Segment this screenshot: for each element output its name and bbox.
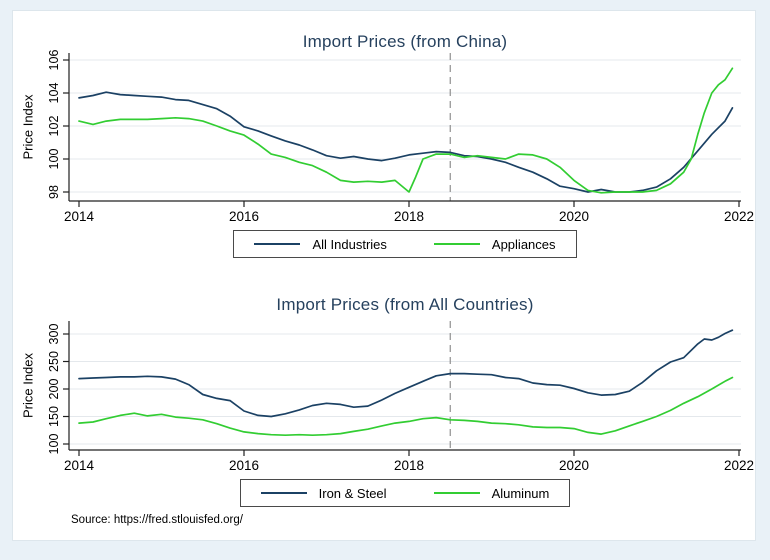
legend-entry-appliances: Appliances [433, 236, 556, 252]
series-line-all-industries [78, 91, 734, 193]
x-tick-label: 2022 [724, 209, 754, 224]
x-tick-label: 2018 [394, 209, 424, 224]
chart-figure-panel: Import Prices (from China) 98 100 102 104 10… [12, 10, 756, 541]
y-tick-label: 300 [47, 324, 61, 345]
legend-entry-iron-steel: Iron & Steel [260, 485, 387, 501]
y-tick-label: 106 [47, 50, 61, 71]
y-tick-label: 200 [47, 379, 61, 400]
x-tick-label: 2016 [229, 209, 259, 224]
x-tick-label: 2016 [229, 458, 259, 473]
bottom-chart-legend: Iron & Steel Aluminum [69, 479, 741, 507]
legend-line-sample-appliances [433, 243, 480, 245]
x-tick-label: 2014 [64, 458, 95, 473]
y-tick-label: 102 [47, 116, 61, 137]
top-chart-title: Import Prices (from China) [302, 32, 508, 51]
legend-box: Iron & Steel Aluminum [239, 479, 571, 507]
y-axis-title: Price Index [21, 94, 36, 160]
legend-line-sample-iron-steel [260, 492, 307, 494]
legend-line-sample-aluminum [433, 492, 480, 494]
legend-entry-all-industries: All Industries [254, 236, 387, 252]
source-note: Source: https://fred.stlouisfed.org/ [71, 514, 243, 526]
x-tick-label: 2014 [64, 209, 95, 224]
legend-box: All Industries Appliances [233, 230, 577, 258]
top-chart-plot-area: 98 100 102 104 106 2014 2016 2018 2020 2022 Price … [21, 50, 755, 224]
y-tick-label: 150 [47, 406, 61, 427]
series-line-aluminum [78, 376, 734, 437]
x-tick-label: 2020 [559, 458, 589, 473]
y-axis-title: Price Index [21, 352, 36, 418]
bottom-chart-plot-area: 100 150 200 250 300 2014 2016 2018 2020 2022 Price… [21, 321, 754, 473]
y-tick-label: 250 [47, 351, 61, 372]
y-tick-label: 98 [47, 185, 61, 199]
series-line-iron-steel [78, 329, 734, 418]
legend-label-all-industries: All Industries [312, 236, 387, 252]
series-line-appliances [78, 67, 734, 194]
x-tick-label: 2020 [559, 209, 589, 224]
y-tick-label: 104 [47, 83, 61, 104]
legend-label-aluminum: Aluminum [491, 485, 550, 501]
legend-label-iron-steel: Iron & Steel [318, 485, 387, 501]
y-tick-label: 100 [47, 149, 61, 170]
y-tick-label: 100 [47, 434, 61, 455]
bottom-chart-title: Import Prices (from All Countries) [276, 295, 534, 314]
top-chart-legend: All Industries Appliances [69, 230, 741, 258]
legend-entry-aluminum: Aluminum [433, 485, 550, 501]
x-tick-label: 2022 [724, 458, 754, 473]
legend-label-appliances: Appliances [491, 236, 556, 252]
legend-line-sample-all-industries [254, 243, 301, 245]
x-tick-label: 2018 [394, 458, 424, 473]
